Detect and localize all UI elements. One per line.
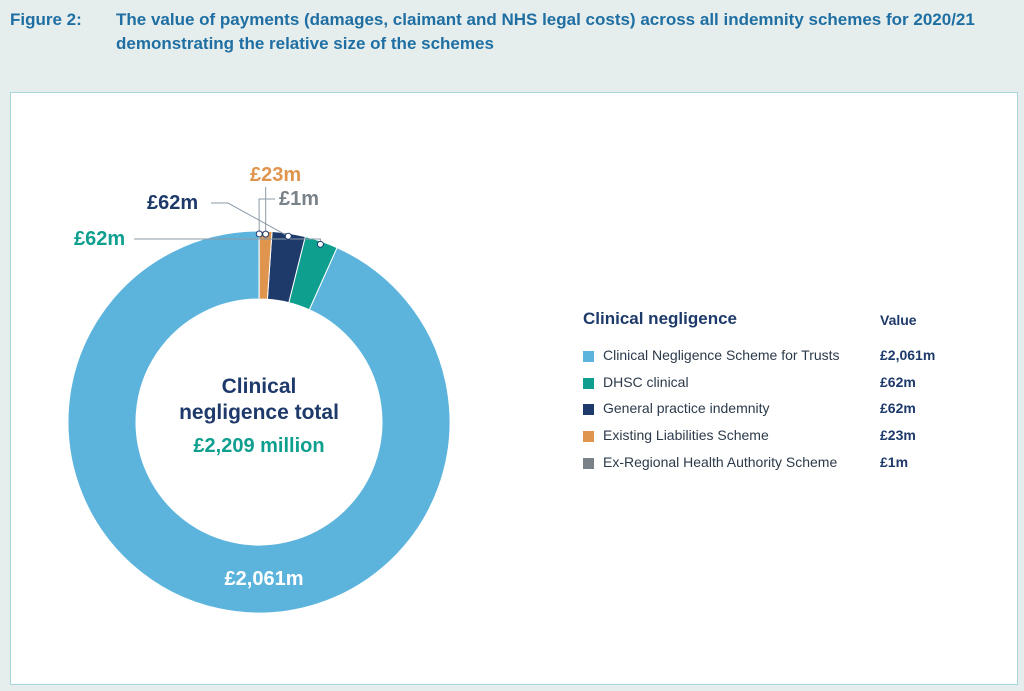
- center-label-line2: negligence total: [179, 401, 339, 424]
- legend-item: DHSC clinical £62m: [583, 374, 1003, 401]
- center-label-line1: Clinical: [222, 375, 297, 398]
- donut-slice-2: [266, 230, 306, 304]
- legend-item-value: £2,061m: [880, 347, 936, 363]
- legend-item: General practice indemnity £62m: [583, 400, 1003, 427]
- legend-item: Existing Liabilities Scheme £23m: [583, 427, 1003, 454]
- figure-title: The value of payments (damages, claimant…: [116, 10, 975, 53]
- center-label-value: £2,209 million: [193, 435, 324, 457]
- legend-item-name: DHSC clinical: [603, 373, 689, 390]
- legend-title: Clinical negligence: [583, 309, 737, 328]
- legend-swatch: [583, 457, 594, 469]
- legend-item-value: £62m: [880, 400, 916, 417]
- donut-chart: £2,061m £62m £62m £23m£1m Clinical negligen…: [67, 164, 451, 614]
- legend-item-name: Clinical Negligence Scheme for Trusts: [603, 347, 840, 363]
- legend-swatch: [583, 404, 594, 416]
- legend-item-value: £23m: [880, 427, 916, 444]
- slice-label-3: £23m: [250, 164, 301, 186]
- legend-item-name: Existing Liabilities Scheme: [603, 427, 769, 444]
- legend-item-name: Ex-Regional Health Authority Scheme: [603, 453, 838, 470]
- callout-labels: £2,061m £62m £62m £23m£1m: [74, 164, 324, 590]
- callout-dot-2: [284, 232, 292, 240]
- callout-line-4: [258, 198, 275, 235]
- center-label: Clinical negligence total £2,209 million: [179, 375, 339, 457]
- legend-item: Clinical Negligence Scheme for Trusts £2,…: [583, 347, 1003, 374]
- legend-item-value: £1m: [880, 453, 909, 470]
- donut-slice-4: [258, 230, 260, 300]
- donut-slice-3: [258, 230, 273, 300]
- donut-slice-0: [67, 230, 451, 614]
- callout-dot-3: [262, 230, 270, 238]
- legend-swatch: [583, 377, 594, 389]
- callout-dot-4: [255, 230, 263, 238]
- slice-label-0: £2,061m: [225, 568, 304, 590]
- donut-slices: [67, 230, 451, 614]
- legend-swatch: [583, 351, 594, 362]
- legend-swatch: [583, 431, 594, 443]
- legend-item-name: General practice indemnity: [603, 400, 770, 417]
- chart-panel: £2,061m £62m £62m £23m £1m Clinical negligen…: [10, 92, 1018, 685]
- slice-label-4: £1m: [279, 188, 319, 210]
- slice-label-2: £62m: [147, 192, 198, 214]
- slice-label-1: £62m: [74, 228, 125, 250]
- figure-label: Figure 2:: [10, 10, 82, 29]
- callout-line-2: [211, 202, 289, 237]
- legend-value-header: Value: [880, 312, 917, 328]
- legend-item: Ex-Regional Health Authority Scheme £1m: [583, 454, 1003, 481]
- legend-item-value: £62m: [880, 373, 916, 390]
- callout-dot-1: [316, 240, 324, 248]
- legend: Clinical negligence Value Clinical Negli…: [583, 309, 1003, 480]
